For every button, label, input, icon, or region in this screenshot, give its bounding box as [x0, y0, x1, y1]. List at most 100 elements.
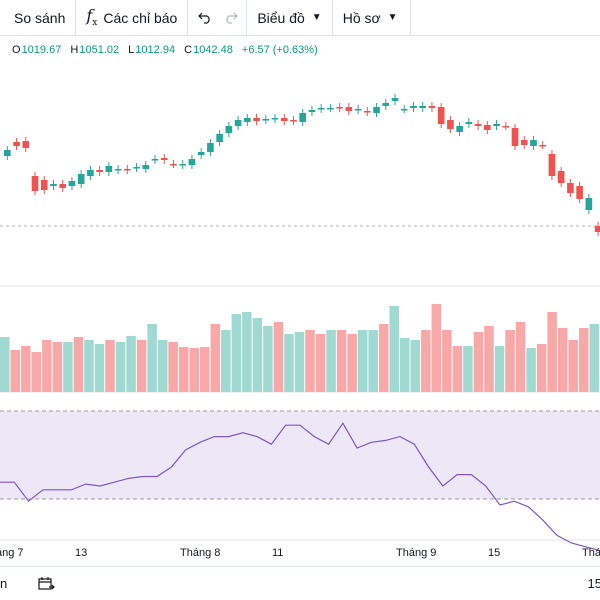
volume-bar	[410, 340, 421, 392]
candle	[262, 119, 270, 121]
candle	[410, 106, 417, 108]
volume-bar	[463, 346, 473, 392]
candle	[585, 198, 593, 210]
candle	[271, 118, 279, 120]
candle	[133, 167, 140, 169]
candle	[530, 140, 537, 146]
volume-bar	[431, 304, 442, 392]
volume-bar	[421, 330, 431, 392]
indicators-button[interactable]: fx Các chỉ báo	[76, 0, 183, 36]
volume-bar	[10, 350, 21, 392]
candle	[373, 107, 380, 113]
volume-bar	[0, 337, 10, 392]
volume-bar	[557, 328, 568, 392]
candle	[170, 164, 177, 166]
volume-bar	[84, 340, 94, 392]
high-value: 1051.02	[79, 44, 120, 56]
candle	[391, 98, 399, 101]
candle	[520, 140, 528, 145]
candle	[354, 109, 362, 111]
bottom-left-fragment: n	[0, 576, 8, 591]
candle	[87, 170, 94, 176]
candle	[280, 118, 288, 121]
candle	[68, 181, 76, 186]
candle	[13, 142, 20, 146]
change-value: +6.57 (+0.63%)	[241, 44, 318, 56]
volume-bar	[389, 306, 399, 392]
profile-menu-button[interactable]: Hồ sơ ▼	[333, 0, 404, 36]
candle	[364, 111, 371, 113]
candle	[576, 186, 583, 199]
candle	[400, 109, 408, 111]
candle	[31, 176, 39, 191]
volume-bar	[231, 314, 242, 392]
candle	[234, 120, 242, 126]
close-key: C	[184, 44, 193, 56]
volume-bar	[126, 336, 136, 392]
volume-bar	[252, 318, 263, 392]
candle	[594, 226, 600, 232]
undo-button[interactable]	[188, 0, 218, 36]
volume-bar	[263, 326, 273, 392]
volume-bar	[368, 330, 378, 392]
candle	[336, 107, 343, 109]
candle	[124, 169, 131, 171]
top-toolbar: So sánh fx Các chỉ báo Biểu đồ ▼ Hồ sơ ▼	[0, 0, 600, 36]
toolbar-divider	[331, 0, 333, 36]
candle	[484, 125, 491, 130]
candle	[253, 118, 260, 121]
volume-bar	[273, 322, 284, 392]
candle	[493, 124, 500, 126]
redo-button[interactable]	[218, 0, 246, 36]
candle	[539, 145, 547, 147]
high-key: H	[70, 44, 79, 56]
candle	[22, 141, 30, 148]
bottom-toolbar: n 15	[0, 566, 600, 600]
chevron-down-icon: ▼	[311, 12, 322, 23]
volume-bar	[505, 330, 515, 392]
volume-bar	[305, 330, 315, 392]
compare-button[interactable]: So sánh	[0, 0, 71, 36]
volume-bar	[94, 344, 105, 392]
candle	[96, 170, 103, 172]
volume-bar	[21, 346, 31, 392]
candle	[114, 169, 122, 171]
calendar-range-icon[interactable]	[38, 576, 56, 591]
chart-menu-button[interactable]: Biểu đồ ▼	[247, 0, 331, 36]
volume-bar	[568, 340, 578, 392]
candle	[290, 120, 297, 122]
volume-bar	[526, 348, 536, 392]
candle	[502, 126, 510, 128]
candle	[317, 108, 325, 110]
candle	[548, 154, 556, 176]
candle	[419, 106, 427, 108]
candle	[142, 165, 150, 169]
volume-bar	[515, 322, 526, 392]
candle	[465, 122, 473, 124]
volume-bar	[189, 348, 199, 392]
candle	[447, 120, 454, 129]
function-icon: fx	[86, 6, 98, 29]
volume-bar	[168, 342, 178, 392]
candle	[105, 166, 113, 172]
volume-bar	[42, 340, 52, 392]
volume-bar	[484, 326, 494, 392]
volume-bar	[242, 312, 252, 392]
price-chart[interactable]: áng 7 13 Tháng 8 11 Tháng 9 15 Thá	[0, 36, 600, 566]
time-axis-label: 13	[75, 547, 87, 559]
candle	[557, 171, 565, 183]
volume-bar	[442, 330, 452, 392]
volume-bar	[178, 347, 189, 392]
indicators-label: Các chỉ báo	[103, 9, 178, 26]
low-value: 1012.94	[135, 44, 176, 56]
candle	[4, 150, 11, 156]
open-key: O	[12, 44, 21, 56]
volume-bar	[31, 352, 42, 392]
volume-bar	[200, 347, 210, 392]
rsi-line	[0, 422, 600, 552]
volume-bar	[115, 342, 126, 392]
low-key: L	[128, 44, 135, 56]
candle	[327, 108, 334, 110]
volume-bar	[147, 324, 157, 392]
volume-bar	[136, 340, 147, 392]
